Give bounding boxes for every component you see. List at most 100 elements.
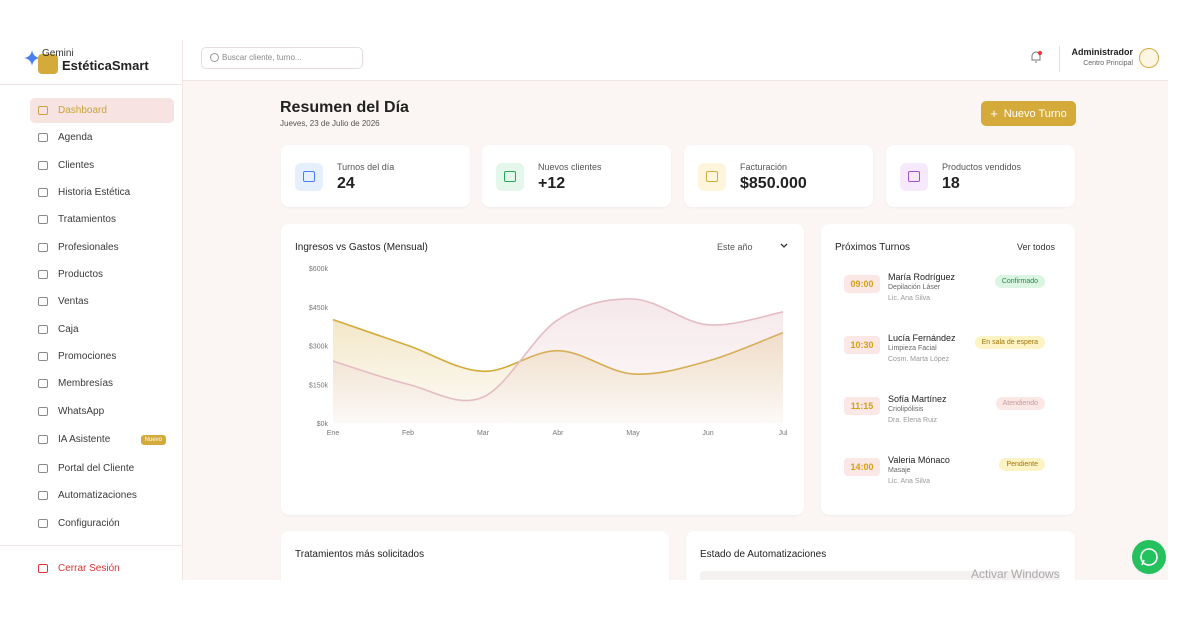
user-name: Administrador: [1071, 47, 1133, 57]
stat-card: Turnos del día 24: [281, 145, 470, 207]
nav-icon: [38, 464, 48, 473]
stat-value: +12: [538, 175, 566, 192]
bell[interactable]: [1029, 50, 1043, 64]
nav-item[interactable]: Promociones: [30, 344, 174, 369]
stat-label: Productos vendidos: [942, 162, 1022, 172]
nav-item[interactable]: WhatsApp: [30, 399, 174, 424]
brand-name: EstéticaSmart: [62, 58, 149, 73]
nav-label: Configuración: [58, 518, 120, 529]
appointment-professional: Dra. Elena Ruiz: [888, 417, 938, 424]
stat-card: Productos vendidos 18: [886, 145, 1075, 207]
stat-icon: [295, 163, 323, 191]
x-tick-label: Jun: [702, 430, 713, 437]
appointment-name: María Rodríguez: [888, 272, 956, 282]
x-tick-label: May: [626, 430, 640, 437]
appointment-service: Limpieza Facial: [888, 345, 937, 352]
logout[interactable]: Cerrar Sesión: [30, 556, 174, 580]
stat-icon: [496, 163, 524, 191]
treatments-card: Tratamientos más solicitados: [281, 531, 669, 580]
appointment-name: Sofía Martínez: [888, 394, 947, 404]
nav-icon: [38, 243, 48, 252]
nav-item[interactable]: Tratamientos: [30, 207, 174, 232]
appointment-professional: Lic. Ana Silva: [888, 295, 931, 302]
see-all[interactable]: Ver todos: [1016, 242, 1055, 252]
appointment-professional: Cosm. Marta López: [888, 356, 950, 363]
new-appointment-button[interactable]: + Nuevo Turno: [981, 101, 1076, 126]
search-placeholder: Buscar cliente, turno...: [222, 53, 302, 62]
user-location: Centro Principal: [1083, 60, 1133, 67]
y-tick-label: $300k: [309, 344, 329, 351]
nav-item[interactable]: Clientes: [30, 153, 174, 178]
nav-icon: [38, 352, 48, 361]
placeholder: [700, 571, 1060, 580]
nav-icon: [38, 491, 48, 500]
appointment[interactable]: 14:00 Valeria Mónaco Masaje Lic. Ana Silva P…: [821, 455, 1075, 508]
stat-card: Nuevos clientes +12: [482, 145, 671, 207]
nav-icon: [38, 379, 48, 388]
chart-card: Ingresos vs Gastos (Mensual) Este año $0…: [281, 224, 804, 515]
search-icon: [210, 53, 219, 62]
nav-label: Agenda: [58, 132, 93, 143]
nav-label: Ventas: [58, 296, 89, 307]
nav-item[interactable]: IA Asistente Nuevo: [30, 427, 174, 452]
nav-item[interactable]: Ventas: [30, 289, 174, 314]
stat-icon-glyph: [504, 171, 516, 182]
page-date: Jueves, 23 de Julio de 2026: [280, 119, 380, 128]
appointment-time: 11:15: [844, 397, 880, 415]
appointment[interactable]: 11:15 Sofía Martínez Criolipólisis Dra. Ele…: [821, 394, 1075, 447]
stat-icon-glyph: [303, 171, 315, 182]
nav-item[interactable]: Configuración: [30, 511, 174, 536]
nav-item[interactable]: Agenda: [30, 125, 174, 150]
search[interactable]: Buscar cliente, turno...: [201, 47, 363, 69]
nav-label: Tratamientos: [58, 214, 116, 225]
nav-item[interactable]: Membresías: [30, 371, 174, 396]
chart-filter[interactable]: Este año: [717, 242, 753, 252]
appointment-time: 10:30: [844, 336, 880, 354]
nav-item[interactable]: Caja: [30, 317, 174, 342]
nav-label: Automatizaciones: [58, 490, 137, 501]
nav-label: Membresías: [58, 378, 114, 389]
divider: [1059, 46, 1060, 72]
topbar: Buscar cliente, turno... Administrador C…: [183, 40, 1168, 81]
chart: $0k $150k $300k $450k $600k Ene Feb Mar Abr May Ju…: [309, 266, 788, 437]
nav-item[interactable]: Portal del Cliente: [30, 456, 174, 481]
y-tick-label: $600k: [309, 266, 329, 273]
stat-icon-glyph: [706, 171, 718, 182]
nav-icon: [38, 161, 48, 170]
nav-label: Historia Estética: [58, 187, 131, 198]
nav-label: WhatsApp: [58, 406, 105, 417]
nav-icon: [38, 407, 48, 416]
nav-item[interactable]: Profesionales: [30, 235, 174, 260]
appointment[interactable]: 09:00 María Rodríguez Depilación Láser Lic.…: [821, 272, 1075, 325]
panel-title: Tratamientos más solicitados: [295, 549, 425, 560]
plus-icon: +: [990, 106, 998, 121]
nav-icon: [38, 133, 48, 142]
x-tick-label: Mar: [477, 430, 490, 437]
stat-value: 18: [942, 175, 960, 192]
nav-label: Dashboard: [58, 105, 107, 116]
nav-icon: [38, 297, 48, 306]
appointment-time: 09:00: [844, 275, 880, 293]
appointment-service: Criolipólisis: [888, 406, 924, 413]
whatsapp-button[interactable]: [1132, 540, 1166, 574]
nav-item[interactable]: Automatizaciones: [30, 483, 174, 508]
appointment-time: 14:00: [844, 458, 880, 476]
chevron[interactable]: [779, 242, 789, 250]
appointment-status: En sala de espera: [974, 336, 1045, 349]
automation-card: Estado de Automatizaciones: [686, 531, 1075, 580]
y-tick-label: $0k: [317, 421, 329, 428]
avatar[interactable]: [1139, 48, 1159, 68]
nav-item[interactable]: Productos: [30, 262, 174, 287]
stat-value: $850.000: [740, 175, 807, 192]
x-tick-label: Abr: [553, 430, 565, 437]
logout-label: Cerrar Sesión: [58, 563, 120, 574]
stat-value: 24: [337, 175, 355, 192]
appointment-status: Confirmado: [994, 275, 1045, 288]
nav-item[interactable]: Dashboard: [30, 98, 174, 123]
nav-item[interactable]: Historia Estética: [30, 180, 174, 205]
appointment-name: Lucía Fernández: [888, 333, 956, 343]
line: [332, 298, 784, 402]
appointment[interactable]: 10:30 Lucía Fernández Limpieza Facial Cosm.…: [821, 333, 1075, 386]
nav-label: IA Asistente: [58, 434, 111, 445]
